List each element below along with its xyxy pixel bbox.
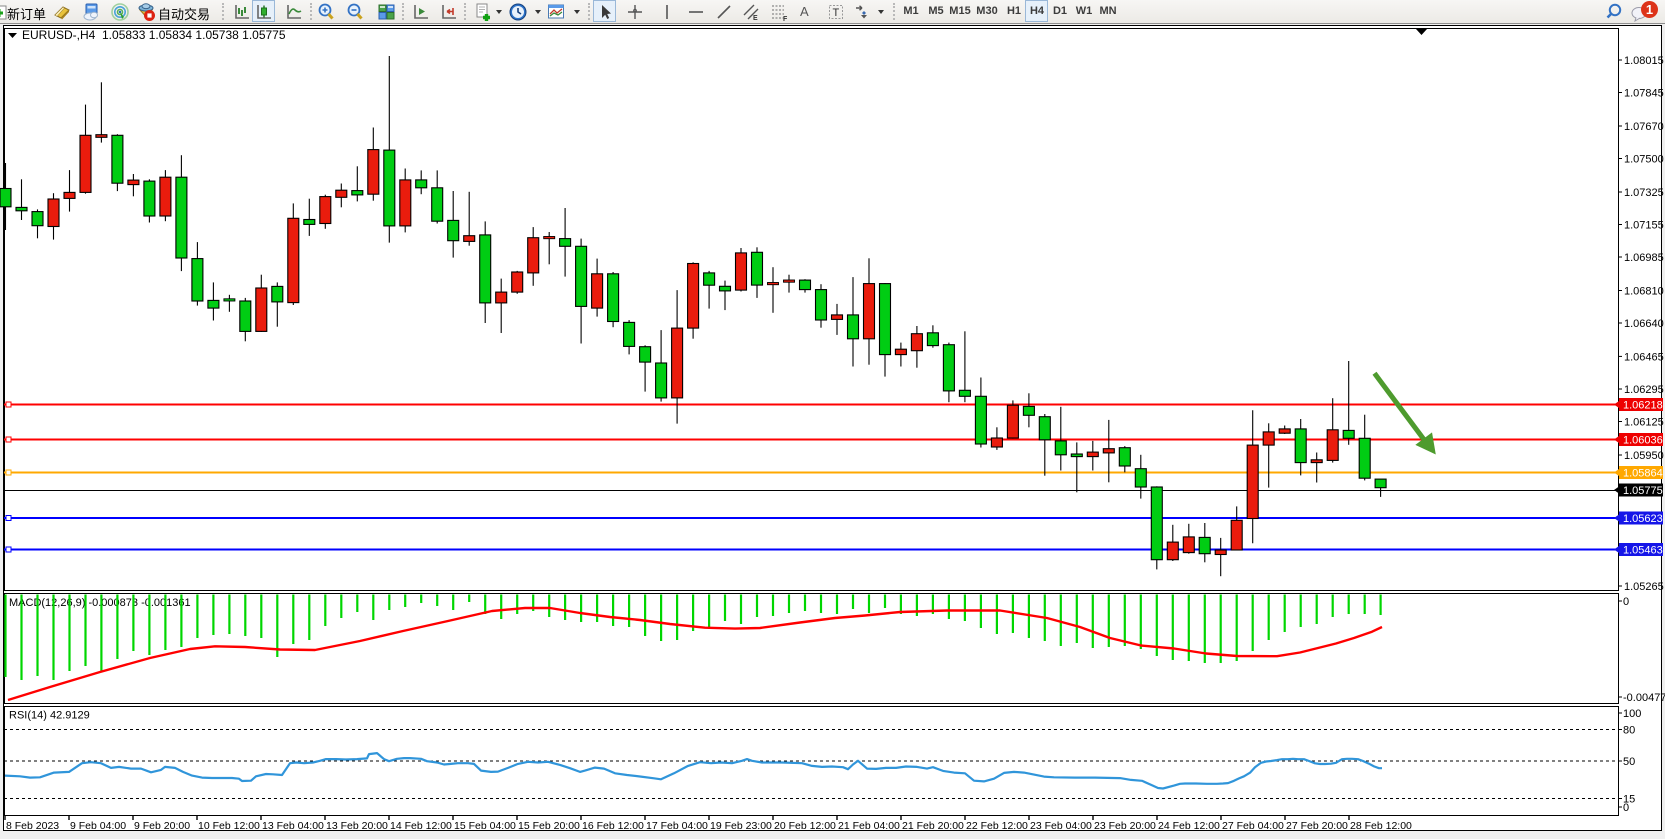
svg-text:9 Feb 04:00: 9 Feb 04:00	[70, 820, 126, 832]
svg-text:19 Feb 23:00: 19 Feb 23:00	[710, 820, 772, 832]
svg-text:1.07155: 1.07155	[1624, 220, 1664, 232]
svg-text:9 Feb 20:00: 9 Feb 20:00	[134, 820, 190, 832]
svg-text:0: 0	[1623, 802, 1629, 814]
svg-text:-0.00477: -0.00477	[1623, 692, 1665, 704]
svg-text:1.06125: 1.06125	[1624, 417, 1664, 429]
svg-text:23 Feb 04:00: 23 Feb 04:00	[1030, 820, 1092, 832]
svg-text:27 Feb 04:00: 27 Feb 04:00	[1222, 820, 1284, 832]
svg-text:1.07670: 1.07670	[1624, 121, 1664, 133]
svg-text:1.06218: 1.06218	[1623, 400, 1663, 412]
svg-text:1.07500: 1.07500	[1624, 154, 1664, 166]
svg-text:21 Feb 04:00: 21 Feb 04:00	[838, 820, 900, 832]
svg-text:80: 80	[1623, 725, 1635, 737]
svg-text:MACD(12,26,9) -0.000873 -0.001: MACD(12,26,9) -0.000873 -0.001361	[9, 597, 191, 609]
svg-text:1.05623: 1.05623	[1623, 513, 1663, 525]
svg-text:1.07845: 1.07845	[1624, 88, 1664, 100]
svg-text:F: F	[783, 16, 788, 22]
svg-text:8 Feb 2023: 8 Feb 2023	[6, 820, 59, 832]
svg-text:T: T	[833, 7, 840, 19]
svg-text:RSI(14) 42.9129: RSI(14) 42.9129	[9, 710, 90, 722]
svg-text:1.05950: 1.05950	[1624, 450, 1664, 462]
svg-text:1.08015: 1.08015	[1624, 55, 1664, 67]
svg-text:16 Feb 12:00: 16 Feb 12:00	[582, 820, 644, 832]
svg-text:20 Feb 12:00: 20 Feb 12:00	[774, 820, 836, 832]
svg-text:1.05265: 1.05265	[1624, 581, 1664, 593]
svg-text:21 Feb 20:00: 21 Feb 20:00	[902, 820, 964, 832]
svg-text:23 Feb 20:00: 23 Feb 20:00	[1094, 820, 1156, 832]
svg-text:22 Feb 12:00: 22 Feb 12:00	[966, 820, 1028, 832]
svg-text:15 Feb 20:00: 15 Feb 20:00	[518, 820, 580, 832]
svg-text:27 Feb 20:00: 27 Feb 20:00	[1286, 820, 1348, 832]
svg-text:1.05864: 1.05864	[1623, 468, 1663, 480]
svg-text:17 Feb 04:00: 17 Feb 04:00	[646, 820, 708, 832]
svg-text:24 Feb 12:00: 24 Feb 12:00	[1158, 820, 1220, 832]
svg-text:1.06465: 1.06465	[1624, 351, 1664, 363]
svg-text:10 Feb 12:00: 10 Feb 12:00	[198, 820, 260, 832]
svg-text:1.06036: 1.06036	[1623, 435, 1663, 447]
svg-text:28 Feb 12:00: 28 Feb 12:00	[1350, 820, 1412, 832]
svg-text:1.07325: 1.07325	[1624, 187, 1664, 199]
svg-text:1.05463: 1.05463	[1623, 545, 1663, 557]
svg-text:1.06810: 1.06810	[1624, 286, 1664, 298]
svg-text:0: 0	[1623, 596, 1629, 608]
svg-text:50: 50	[1623, 756, 1635, 768]
svg-text:13 Feb 04:00: 13 Feb 04:00	[262, 820, 324, 832]
svg-text:14 Feb 12:00: 14 Feb 12:00	[390, 820, 452, 832]
svg-text:1.06640: 1.06640	[1624, 318, 1664, 330]
svg-text:1.06985: 1.06985	[1624, 252, 1664, 264]
svg-text:15 Feb 04:00: 15 Feb 04:00	[454, 820, 516, 832]
svg-text:E: E	[753, 15, 758, 22]
svg-text:1.05775: 1.05775	[1623, 485, 1663, 497]
svg-text:100: 100	[1623, 708, 1641, 720]
svg-text:15: 15	[1623, 794, 1635, 806]
svg-text:EURUSD-,H4 1.05833 1.05834 1.: EURUSD-,H4 1.05833 1.05834 1.05738 1.057…	[22, 28, 286, 42]
svg-text:13 Feb 20:00: 13 Feb 20:00	[326, 820, 388, 832]
svg-text:1.06295: 1.06295	[1624, 384, 1664, 396]
